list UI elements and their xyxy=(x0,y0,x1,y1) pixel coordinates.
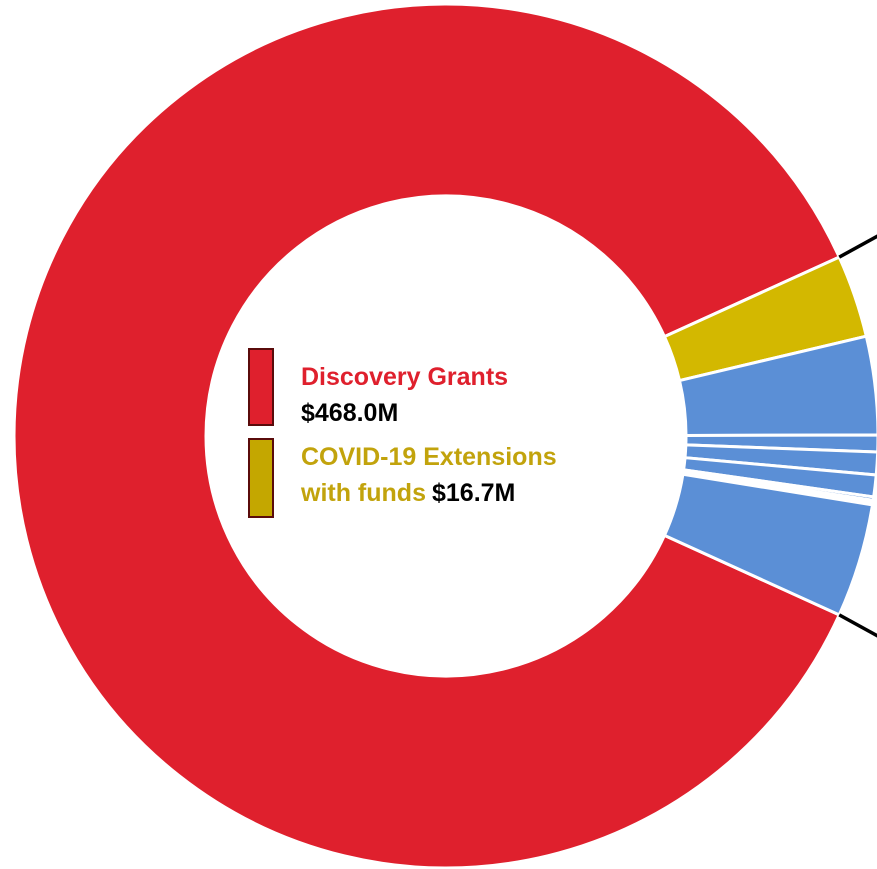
legend-value-covid-extensions: $16.7M xyxy=(431,479,516,507)
legend-swatch-covid-extensions xyxy=(248,438,274,518)
legend-label-covid-extensions: COVID-19 Extensions xyxy=(301,443,557,471)
legend-value-discovery-grants: $468.0M xyxy=(301,399,399,427)
legend-label-discovery-grants: Discovery Grants xyxy=(301,363,509,391)
zoom-connector-line-top xyxy=(838,234,877,259)
legend-item-discovery-grants: Discovery Grants $468.0M xyxy=(248,348,668,428)
legend-label-covid-extensions-line2: with funds $16.7M xyxy=(301,478,515,509)
legend-item-covid-extensions: COVID-19 Extensions with funds $16.7M xyxy=(248,438,668,518)
zoom-connector-line-bottom xyxy=(838,613,877,638)
chart-legend: Discovery Grants $468.0M COVID-19 Extens… xyxy=(248,348,668,518)
legend-swatch-discovery-grants xyxy=(248,348,274,426)
slice-discovery-grants xyxy=(12,2,841,869)
legend-label-covid-with-funds: with funds xyxy=(301,479,426,507)
